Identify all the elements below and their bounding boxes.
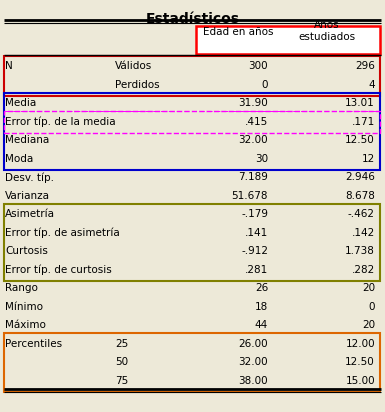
Bar (4, 56, 380, 96)
Text: Desv. típ.: Desv. típ. (5, 172, 54, 183)
Text: 12.50: 12.50 (345, 357, 375, 367)
Text: Rango: Rango (5, 283, 38, 293)
Text: 51.678: 51.678 (231, 191, 268, 201)
Text: -.179: -.179 (241, 209, 268, 219)
Text: -.462: -.462 (348, 209, 375, 219)
Bar (4, 93, 380, 169)
Text: Media: Media (5, 98, 36, 108)
Text: 44: 44 (255, 320, 268, 330)
Text: Mediana: Mediana (5, 135, 49, 145)
Text: 32.00: 32.00 (238, 135, 268, 145)
Text: 8.678: 8.678 (345, 191, 375, 201)
Text: .281: .281 (245, 265, 268, 275)
Text: 0: 0 (261, 80, 268, 90)
Text: .141: .141 (245, 228, 268, 238)
Bar (4, 204, 380, 281)
Text: Mínimo: Mínimo (5, 302, 43, 312)
Text: Error típ. de asimetría: Error típ. de asimetría (5, 227, 120, 238)
Bar (4, 111, 380, 133)
Text: Error típ. de curtosis: Error típ. de curtosis (5, 265, 112, 275)
Text: Varianza: Varianza (5, 191, 50, 201)
Text: Moda: Moda (5, 154, 33, 164)
Text: 296: 296 (355, 61, 375, 71)
Text: Curtosis: Curtosis (5, 246, 48, 256)
Text: 30: 30 (255, 154, 268, 164)
Text: 32.00: 32.00 (238, 357, 268, 367)
Text: Percentiles: Percentiles (5, 339, 62, 349)
Text: 20: 20 (362, 320, 375, 330)
Text: .171: .171 (352, 117, 375, 127)
Text: 7.189: 7.189 (238, 172, 268, 182)
Text: Máximo: Máximo (5, 320, 46, 330)
Text: Asimetría: Asimetría (5, 209, 55, 219)
Text: 18: 18 (255, 302, 268, 312)
Text: 26: 26 (255, 283, 268, 293)
Text: Error típ. de la media: Error típ. de la media (5, 117, 115, 127)
Text: Válidos: Válidos (115, 61, 152, 71)
Text: 15.00: 15.00 (345, 376, 375, 386)
Bar (4, 333, 380, 391)
Text: -.912: -.912 (241, 246, 268, 256)
Text: 26.00: 26.00 (238, 339, 268, 349)
Text: 38.00: 38.00 (238, 376, 268, 386)
Bar (196, 26, 380, 54)
Text: 12: 12 (362, 154, 375, 164)
Text: 2.946: 2.946 (345, 172, 375, 182)
Text: Perdidos: Perdidos (115, 80, 160, 90)
Text: N: N (5, 61, 13, 71)
Text: .142: .142 (352, 228, 375, 238)
Text: .415: .415 (245, 117, 268, 127)
Text: 50: 50 (115, 357, 128, 367)
Text: 0: 0 (368, 302, 375, 312)
Text: 20: 20 (362, 283, 375, 293)
Text: 13.01: 13.01 (345, 98, 375, 108)
Text: 75: 75 (115, 376, 128, 386)
Text: Edad en años: Edad en años (203, 27, 273, 37)
Text: 31.90: 31.90 (238, 98, 268, 108)
Text: 12.00: 12.00 (345, 339, 375, 349)
Text: Estadísticos: Estadísticos (146, 12, 239, 26)
Text: .282: .282 (352, 265, 375, 275)
Text: 1.738: 1.738 (345, 246, 375, 256)
Text: 12.50: 12.50 (345, 135, 375, 145)
Text: 25: 25 (115, 339, 128, 349)
Text: Años
estudiados: Años estudiados (298, 20, 356, 42)
Text: 4: 4 (368, 80, 375, 90)
Text: 300: 300 (248, 61, 268, 71)
